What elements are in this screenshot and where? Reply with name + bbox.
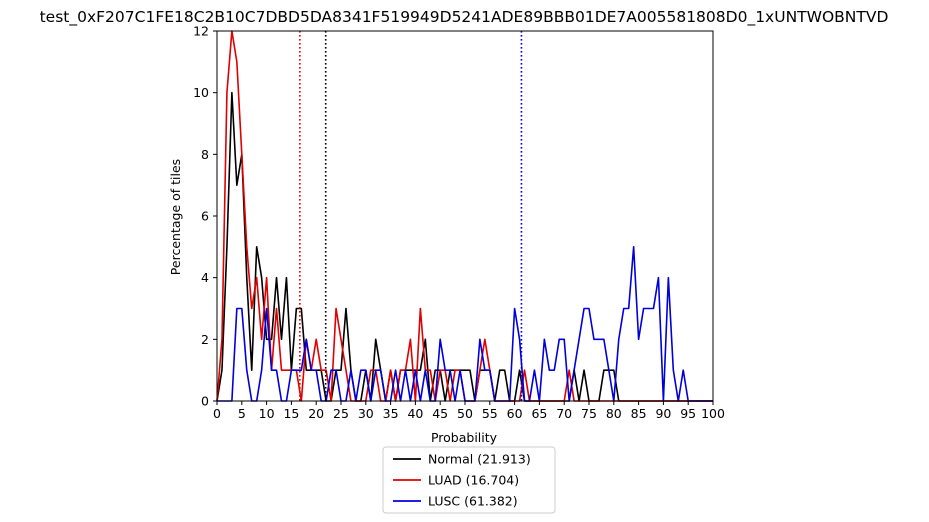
y-tick-label: 6 xyxy=(201,209,209,224)
legend: Normal (21.913) LUAD (16.704) LUSC (61.382… xyxy=(382,446,556,514)
x-tick-label: 60 xyxy=(507,406,523,421)
chart-title: test_0xF207C1FE18C2B10C7DBD5DA8341F51994… xyxy=(40,8,889,27)
x-tick-label: 85 xyxy=(631,406,647,421)
x-tick-label: 45 xyxy=(432,406,448,421)
y-axis-label: Percentage of tiles xyxy=(168,159,183,275)
x-tick-label: 25 xyxy=(333,406,349,421)
x-tick-label: 5 xyxy=(238,406,246,421)
x-tick-label: 35 xyxy=(383,406,399,421)
series-line-0 xyxy=(216,91,713,402)
x-tick-label: 30 xyxy=(358,406,374,421)
y-tick-label: 12 xyxy=(193,24,209,39)
legend-box xyxy=(382,446,556,514)
legend-label-0: Normal (21.913) xyxy=(428,452,531,467)
x-tick-label: 95 xyxy=(680,406,696,421)
y-tick-label: 0 xyxy=(201,394,209,409)
x-tick-label: 40 xyxy=(407,406,423,421)
x-tick-label: 70 xyxy=(556,406,572,421)
y-tick-label: 4 xyxy=(201,270,209,285)
x-tick-label: 10 xyxy=(259,406,275,421)
x-tick-label: 100 xyxy=(701,406,725,421)
x-tick-label: 20 xyxy=(308,406,324,421)
axes-frame xyxy=(216,30,714,402)
x-tick-label: 50 xyxy=(457,406,473,421)
x-tick-label: 90 xyxy=(655,406,671,421)
legend-label-2: LUSC (61.382) xyxy=(428,494,518,509)
x-tick-label: 65 xyxy=(531,406,547,421)
legend-label-1: LUAD (16.704) xyxy=(428,473,519,488)
y-tick-label: 10 xyxy=(193,85,209,100)
series-line-1 xyxy=(216,30,713,402)
x-tick-label: 75 xyxy=(581,406,597,421)
x-tick-label: 55 xyxy=(482,406,498,421)
x-axis-label: Probability xyxy=(431,430,498,445)
series-line-2 xyxy=(217,246,713,402)
y-tick-label: 8 xyxy=(201,147,209,162)
plot-area: 0 5 10 15 20 25 30 35 40 45 50 55 60 65 70 75 80 85 90 95 10… xyxy=(193,24,725,422)
y-tick-label: 2 xyxy=(201,332,209,347)
x-tick-label: 0 xyxy=(213,406,221,421)
x-tick-label: 15 xyxy=(283,406,299,421)
x-tick-label: 80 xyxy=(606,406,622,421)
